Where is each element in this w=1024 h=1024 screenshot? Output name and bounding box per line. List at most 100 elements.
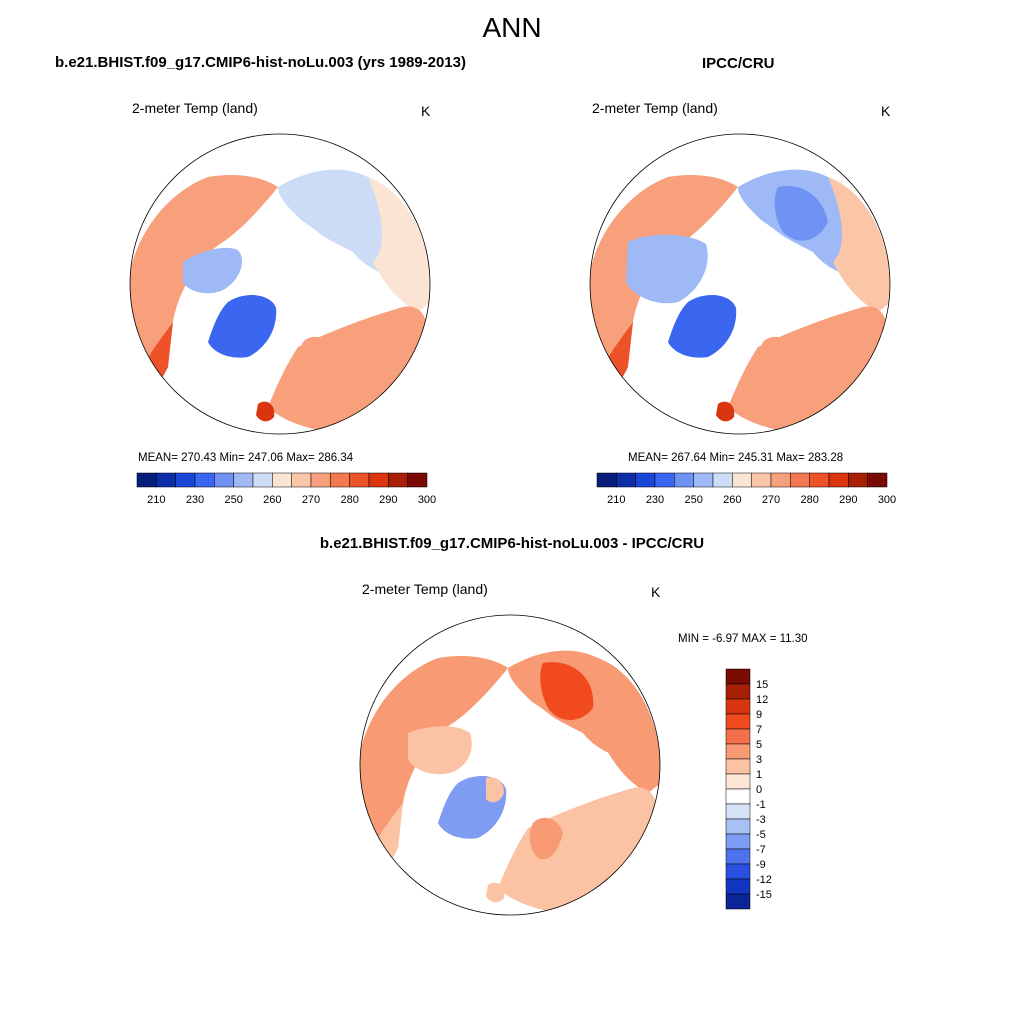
colorbar-model-box: [252, 472, 273, 488]
colorbar-model-box: [272, 472, 292, 488]
colorbar-diff-box: [725, 833, 751, 850]
colorbar-obs-box: [654, 472, 675, 488]
region-uk: [256, 401, 275, 422]
region-scandinavia: [529, 817, 563, 860]
region-siberia-core: [774, 186, 828, 241]
colorbar-diff-box: [725, 818, 751, 835]
region-north-america: [590, 175, 738, 382]
stats-obs: MEAN= 267.64 Min= 245.31 Max= 283.28: [628, 452, 844, 464]
region-canada-cold: [183, 247, 243, 294]
colorbar-diff-tick-label: 1: [756, 769, 762, 781]
colorbar-diff-box: [725, 683, 751, 700]
region-east-asia: [598, 658, 660, 793]
colorbar-model-box: [330, 472, 350, 488]
stats-model: MEAN= 270.43 Min= 247.06 Max= 286.34: [138, 452, 354, 464]
colorbar-diff: 15 12 9 7 5 3 1 0 -1 -3 -5 -7 -9 -12 -15: [725, 668, 772, 910]
colorbar-diff-box: [725, 863, 751, 880]
colorbar-obs-tick-label: 260: [723, 494, 741, 506]
colorbar-diff-box: [725, 803, 751, 820]
colorbar-model-box: [156, 472, 176, 488]
colorbar-obs-box: [732, 472, 752, 488]
figure-title: ANN: [482, 12, 542, 43]
colorbar-model-tick-label: 260: [263, 494, 281, 506]
colorbar-diff-box: [725, 728, 751, 745]
colorbar-diff-box: [725, 698, 751, 715]
colorbar-diff-tick-label: -1: [756, 799, 766, 811]
colorbar-obs-box: [770, 472, 791, 488]
colorbar-model-box: [136, 472, 157, 488]
colorbar-obs-tick-label: 250: [684, 494, 702, 506]
colorbar-obs-box: [596, 472, 617, 488]
colorbar-obs-tick-label: 270: [762, 494, 780, 506]
map-boundary: [589, 133, 891, 435]
colorbar-model-box: [291, 472, 312, 488]
region-scandinavia: [299, 336, 333, 379]
colorbar-obs: 210 230 250 260 270 280 290 300: [596, 472, 896, 506]
colorbar-diff-box: [725, 773, 751, 790]
colorbar-diff-box: [725, 743, 751, 760]
colorbar-obs-box: [790, 472, 810, 488]
colorbar-obs-tick-label: 210: [607, 494, 625, 506]
colorbar-model: 210 230 250 260 270 280 290 300: [136, 472, 436, 506]
colorbar-diff-tick-label: 12: [756, 694, 768, 706]
colorbar-diff-tick-label: -12: [756, 874, 772, 886]
colorbar-obs-box: [867, 472, 888, 488]
region-east-asia: [828, 177, 890, 312]
colorbar-model-box: [233, 472, 254, 488]
region-scandinavia: [759, 336, 793, 379]
region-greenland: [208, 295, 277, 358]
colorbar-obs-box: [616, 472, 636, 488]
colorbar-model-box: [388, 472, 408, 488]
colorbar-diff-tick-label: 7: [756, 724, 762, 736]
region-siberia-warm-core: [540, 662, 594, 721]
region-arctic-ocean: [261, 207, 350, 328]
colorbar-model-tick-label: 300: [418, 494, 436, 506]
colorbar-model-box: [368, 472, 389, 488]
colorbar-model-tick-label: 290: [379, 494, 397, 506]
colorbar-obs-box: [828, 472, 849, 488]
colorbar-diff-box: [725, 758, 751, 775]
panel-title-diff: b.e21.BHIST.f09_g17.CMIP6-hist-noLu.003 …: [319, 535, 705, 552]
colorbar-model-box: [194, 472, 215, 488]
region-east-asia: [368, 177, 430, 312]
colorbar-model-box: [349, 472, 370, 488]
colorbar-obs-box: [809, 472, 830, 488]
colorbar-obs-box: [712, 472, 733, 488]
units-label-diff: K: [651, 584, 661, 600]
region-north-america: [360, 656, 508, 863]
region-arctic-ocean: [721, 207, 810, 328]
colorbar-diff-tick-label: -9: [756, 859, 766, 871]
units-label-model: K: [421, 103, 431, 119]
colorbar-model-box: [175, 472, 196, 488]
stats-diff: MIN = -6.97 MAX = 11.30: [678, 633, 808, 645]
colorbar-diff-tick-label: 9: [756, 709, 762, 721]
colorbar-obs-box: [848, 472, 868, 488]
colorbar-diff-tick-label: -5: [756, 829, 766, 841]
region-uk: [716, 401, 735, 422]
map-boundary: [129, 133, 431, 435]
colorbar-model-tick-label: 270: [302, 494, 320, 506]
colorbar-diff-box: [725, 713, 751, 730]
panel-title-obs: IPCC/CRU: [702, 55, 775, 72]
colorbar-model-box: [310, 472, 331, 488]
colorbar-model-tick-label: 210: [147, 494, 165, 506]
colorbar-diff-tick-label: -7: [756, 844, 766, 856]
polar-map-model: [129, 133, 431, 435]
region-greenland-east: [486, 777, 504, 803]
region-canada-cold: [626, 234, 708, 304]
panel-title-model: b.e21.BHIST.f09_g17.CMIP6-hist-noLu.003 …: [55, 54, 466, 71]
polar-map-obs: [589, 133, 891, 435]
colorbar-obs-tick-label: 300: [878, 494, 896, 506]
colorbar-obs-tick-label: 280: [800, 494, 818, 506]
colorbar-model-box: [407, 472, 428, 488]
colorbar-model-tick-label: 250: [224, 494, 242, 506]
region-canada: [408, 726, 472, 775]
colorbar-diff-tick-label: -3: [756, 814, 766, 826]
variable-label-obs: 2-meter Temp (land): [592, 100, 718, 116]
colorbar-obs-tick-label: 230: [646, 494, 664, 506]
variable-label-diff: 2-meter Temp (land): [362, 581, 488, 597]
region-arctic-ocean: [491, 688, 580, 809]
colorbar-model-tick-label: 280: [340, 494, 358, 506]
colorbar-model-tick-label: 230: [186, 494, 204, 506]
map-boundary: [359, 614, 661, 916]
